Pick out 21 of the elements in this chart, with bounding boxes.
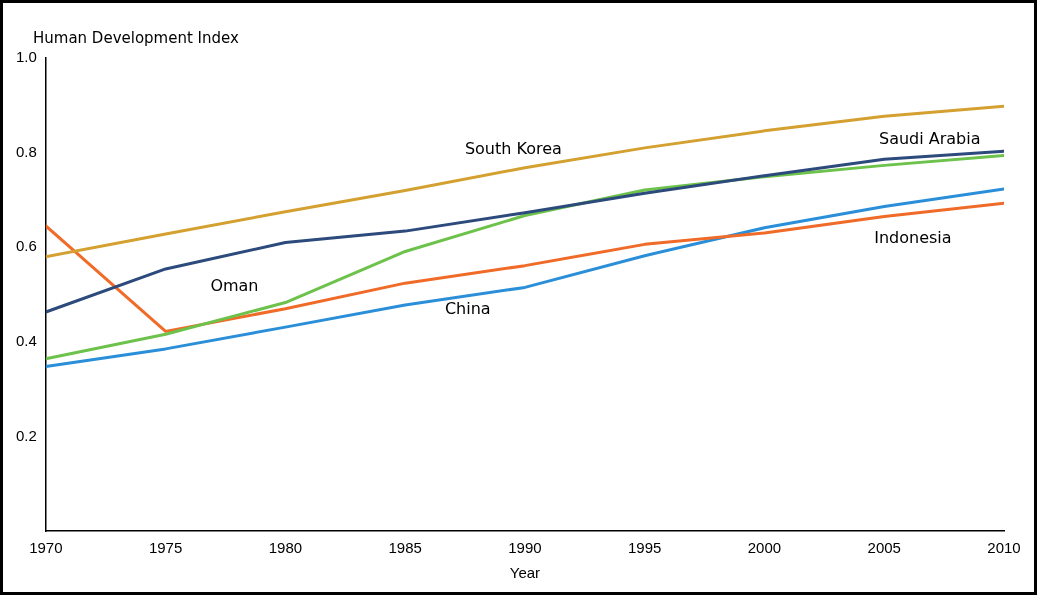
y-tick-label: 0.2 bbox=[15, 426, 37, 444]
x-tick-label: 1975 bbox=[148, 539, 183, 557]
x-tick-label: 1970 bbox=[29, 539, 63, 557]
series-label: Indonesia bbox=[874, 227, 952, 247]
x-tick-label: 1985 bbox=[388, 539, 422, 557]
x-tick-label: 1990 bbox=[508, 539, 542, 557]
x-tick-label: 1995 bbox=[628, 539, 662, 557]
series-label: Saudi Arabia bbox=[879, 129, 981, 149]
x-tick-label: 2010 bbox=[987, 539, 1021, 557]
y-tick-label: 0.4 bbox=[15, 331, 37, 349]
series-label: South Korea bbox=[464, 138, 562, 158]
y-tick-label: 0.8 bbox=[15, 142, 37, 160]
x-tick-label: 2005 bbox=[867, 539, 901, 557]
series-label: Oman bbox=[210, 275, 259, 295]
y-tick-label: 0.6 bbox=[15, 237, 37, 255]
x-tick-label: 1980 bbox=[268, 539, 303, 557]
series-label: China bbox=[444, 298, 491, 318]
y-axis-title: Human Development Index bbox=[33, 29, 239, 47]
y-tick-label: 1.0 bbox=[15, 48, 37, 66]
x-axis-title: Year bbox=[509, 564, 541, 582]
x-tick-label: 2000 bbox=[747, 539, 782, 557]
